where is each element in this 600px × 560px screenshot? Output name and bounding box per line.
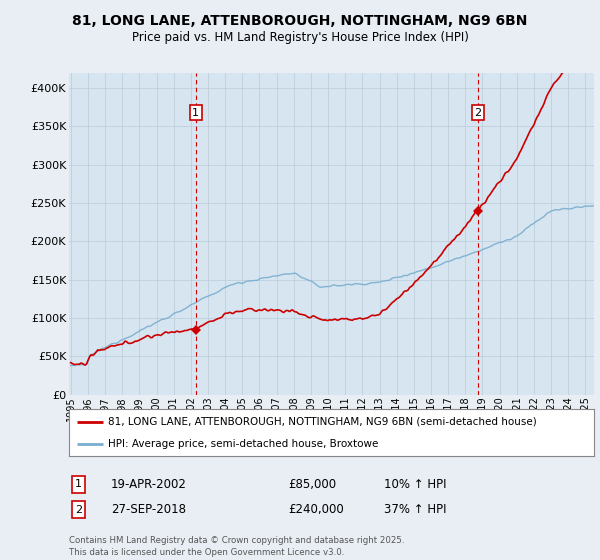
- Text: HPI: Average price, semi-detached house, Broxtowe: HPI: Average price, semi-detached house,…: [109, 438, 379, 449]
- Text: 2: 2: [75, 505, 82, 515]
- Text: 10% ↑ HPI: 10% ↑ HPI: [384, 478, 446, 491]
- Text: Price paid vs. HM Land Registry's House Price Index (HPI): Price paid vs. HM Land Registry's House …: [131, 31, 469, 44]
- Text: £85,000: £85,000: [288, 478, 336, 491]
- Text: 37% ↑ HPI: 37% ↑ HPI: [384, 503, 446, 516]
- Text: 27-SEP-2018: 27-SEP-2018: [111, 503, 186, 516]
- Text: 81, LONG LANE, ATTENBOROUGH, NOTTINGHAM, NG9 6BN (semi-detached house): 81, LONG LANE, ATTENBOROUGH, NOTTINGHAM,…: [109, 417, 537, 427]
- Text: 2: 2: [475, 108, 482, 118]
- Text: Contains HM Land Registry data © Crown copyright and database right 2025.
This d: Contains HM Land Registry data © Crown c…: [69, 536, 404, 557]
- Text: 1: 1: [192, 108, 199, 118]
- Text: 81, LONG LANE, ATTENBOROUGH, NOTTINGHAM, NG9 6BN: 81, LONG LANE, ATTENBOROUGH, NOTTINGHAM,…: [73, 14, 527, 28]
- Text: £240,000: £240,000: [288, 503, 344, 516]
- Text: 19-APR-2002: 19-APR-2002: [111, 478, 187, 491]
- Text: 1: 1: [75, 479, 82, 489]
